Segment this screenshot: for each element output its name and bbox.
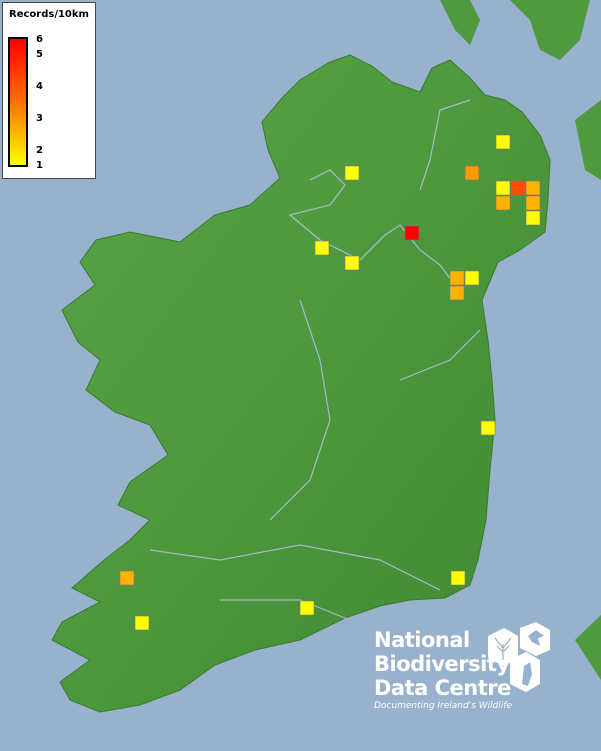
- record-square[interactable]: [449, 285, 465, 301]
- logo-tagline: Documenting Ireland's Wildlife: [374, 701, 513, 711]
- logo-text: Data Centre: [374, 676, 511, 700]
- record-square[interactable]: [510, 180, 526, 196]
- record-square[interactable]: [495, 180, 511, 196]
- legend-tick: 2: [36, 145, 43, 156]
- record-square[interactable]: [525, 180, 541, 196]
- legend: Records/10km 6 5 4 3 2 1: [2, 2, 96, 179]
- record-square[interactable]: [450, 570, 466, 586]
- record-square[interactable]: [119, 570, 135, 586]
- county-borders: [149, 99, 481, 621]
- legend-title: Records/10km: [9, 9, 89, 20]
- legend-color-scale: [8, 37, 28, 167]
- nbdc-logo: National Biodiversity Data Centre Docume…: [374, 628, 512, 711]
- record-square[interactable]: [299, 600, 315, 616]
- record-square[interactable]: [525, 195, 541, 211]
- logo-text: National: [374, 628, 470, 652]
- record-square[interactable]: [449, 270, 465, 286]
- record-square[interactable]: [495, 134, 511, 150]
- record-square[interactable]: [314, 240, 330, 256]
- logo-hexagons-icon: [488, 622, 550, 692]
- record-square[interactable]: [344, 165, 360, 181]
- logo-text: Biodiversity: [374, 652, 510, 676]
- legend-tick: 1: [36, 160, 43, 171]
- legend-tick: 5: [36, 49, 43, 60]
- record-square[interactable]: [344, 255, 360, 271]
- record-square[interactable]: [480, 420, 496, 436]
- record-squares: [119, 134, 541, 631]
- legend-tick: 3: [36, 113, 43, 124]
- record-square[interactable]: [464, 165, 480, 181]
- record-square[interactable]: [464, 270, 480, 286]
- record-square[interactable]: [404, 225, 420, 241]
- record-square[interactable]: [495, 195, 511, 211]
- legend-tick: 6: [36, 34, 43, 45]
- ireland-landmass: [51, 54, 551, 713]
- record-square[interactable]: [134, 615, 150, 631]
- record-square[interactable]: [525, 210, 541, 226]
- legend-tick: 4: [36, 81, 43, 92]
